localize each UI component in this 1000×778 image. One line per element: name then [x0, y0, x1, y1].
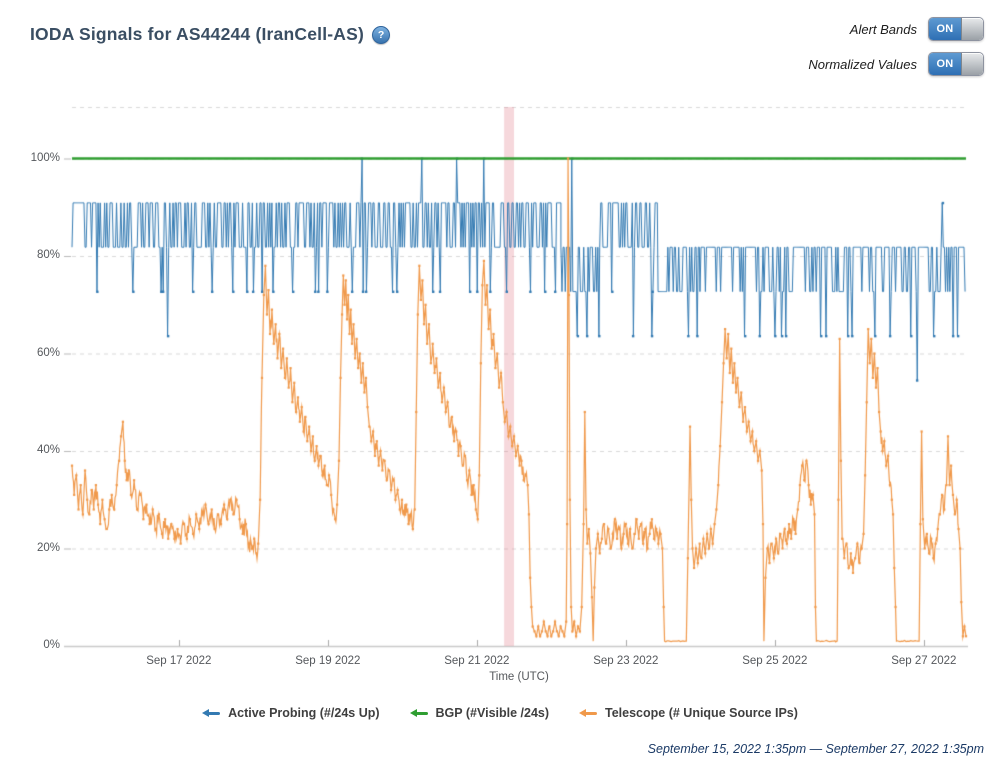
- y-axis-tick-label: 0%: [43, 639, 60, 651]
- legend-item-label: Active Probing (#/24s Up): [228, 706, 380, 720]
- series-marker-icon: [579, 708, 598, 718]
- page-title: IODA Signals for AS44244 (IranCell-AS): [30, 24, 365, 44]
- alert-bands-switch[interactable]: ON: [928, 17, 984, 41]
- x-axis-tick-label: Sep 25 2022: [742, 655, 808, 667]
- legend-item-label: BGP (#Visible /24s): [435, 706, 550, 720]
- help-icon[interactable]: ?: [372, 25, 391, 44]
- time-range-label: September 15, 2022 1:35pm — September 27…: [647, 742, 984, 756]
- y-axis-tick-label: 100%: [30, 151, 60, 164]
- x-axis-tick-label: Sep 23 2022: [593, 655, 659, 667]
- y-axis-tick-label: 80%: [36, 249, 60, 261]
- normalized-values-switch[interactable]: ON: [928, 52, 984, 76]
- switch-on-label: ON: [929, 18, 961, 40]
- toggle-panel: Alert Bands ON Normalized Values ON: [808, 17, 984, 88]
- alert-bands-label: Alert Bands: [849, 21, 917, 37]
- chart-legend: Active Probing (#/24s Up) BGP (#Visible /…: [0, 706, 1000, 720]
- x-axis-tick-label: Sep 27 2022: [891, 655, 957, 667]
- signals-chart[interactable]: [0, 0, 1000, 700]
- series-marker-icon: [409, 708, 429, 718]
- switch-knob-icon: [961, 53, 983, 75]
- switch-on-label: ON: [929, 53, 961, 75]
- series-marker-icon: [202, 708, 221, 718]
- page-header: IODA Signals for AS44244 (IranCell-AS) ?: [30, 24, 391, 45]
- legend-item-label: Telescope (# Unique Source IPs): [605, 706, 798, 720]
- y-axis-tick-label: 40%: [36, 444, 60, 456]
- y-axis-tick-label: 20%: [36, 541, 60, 554]
- x-axis-title: Time (UTC): [489, 671, 549, 683]
- legend-item-active-probing[interactable]: Active Probing (#/24s Up): [202, 706, 380, 720]
- x-axis-tick-label: Sep 19 2022: [295, 655, 361, 667]
- alert-bands-row: Alert Bands ON: [808, 17, 984, 41]
- x-axis-tick-label: Sep 17 2022: [146, 655, 212, 667]
- legend-item-telescope[interactable]: Telescope (# Unique Source IPs): [579, 706, 798, 720]
- x-axis-tick-label: Sep 21 2022: [444, 655, 510, 667]
- legend-item-bgp[interactable]: BGP (#Visible /24s): [409, 706, 550, 720]
- y-axis-tick-label: 60%: [36, 346, 60, 359]
- switch-knob-icon: [961, 18, 983, 40]
- normalized-values-row: Normalized Values ON: [808, 52, 984, 76]
- normalized-values-label: Normalized Values: [808, 56, 917, 72]
